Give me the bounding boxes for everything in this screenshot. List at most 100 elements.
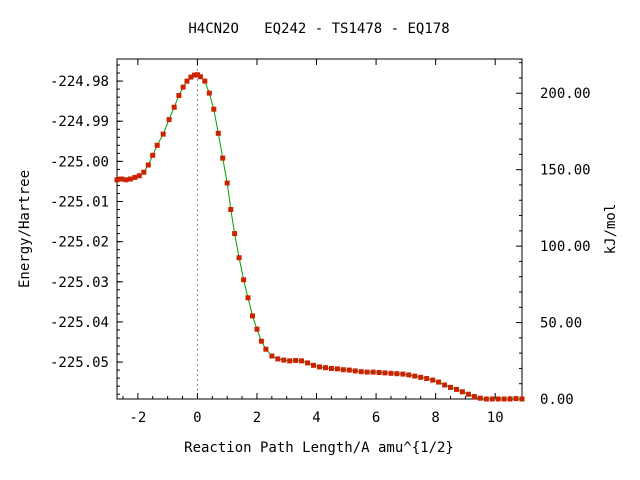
energy-curve: [116, 74, 523, 400]
data-point: [299, 358, 305, 364]
data-point: [154, 142, 160, 148]
data-point: [184, 78, 190, 84]
y2-tick-label: 0.00: [540, 392, 574, 408]
data-point: [123, 177, 129, 183]
data-point: [364, 369, 370, 375]
data-point: [188, 74, 194, 80]
data-point: [311, 362, 316, 368]
y2-tick-label: 200.00: [540, 86, 591, 102]
data-point: [448, 384, 453, 390]
data-point: [232, 231, 238, 237]
data-point: [412, 373, 418, 379]
data-point: [495, 396, 501, 402]
x-axis: -2 0 2 4 6 8 10: [122, 59, 511, 426]
data-point: [136, 173, 142, 179]
data-point: [436, 379, 442, 385]
data-point: [215, 130, 221, 136]
data-point: [507, 396, 513, 402]
data-point: [150, 152, 156, 158]
data-point: [180, 84, 186, 90]
data-point: [287, 358, 293, 364]
x-tick-label: -2: [129, 410, 146, 426]
data-point: [323, 365, 328, 371]
y-tick-label: -225.03: [50, 275, 109, 291]
data-point: [263, 346, 269, 352]
data-point: [483, 396, 489, 402]
data-point: [489, 396, 495, 402]
data-point: [254, 326, 260, 332]
data-point: [400, 371, 406, 377]
y-axis-left: -224.98 -224.99 -225.00 -225.01 -225.02 -225.…: [50, 64, 123, 395]
y2-tick-label: 150.00: [540, 163, 591, 179]
data-point: [346, 367, 352, 373]
data-point: [513, 396, 519, 402]
chart-title: H4CN2O EQ242 - TS1478 - EQ178: [188, 21, 449, 37]
y-axis-right: 200.00 150.00 100.00 50.00 0.00: [516, 62, 591, 408]
data-point: [145, 162, 151, 168]
data-point: [228, 207, 234, 212]
data-point: [127, 176, 133, 182]
data-point: [220, 155, 226, 161]
y-tick-label: -225.00: [50, 154, 109, 170]
data-point: [132, 174, 138, 180]
data-point: [465, 391, 471, 397]
data-point: [293, 358, 299, 363]
data-point: [250, 313, 255, 319]
data-point: [424, 376, 430, 381]
plot-frame: [116, 58, 523, 400]
y2-axis-label: kJ/mol: [603, 204, 619, 255]
data-point: [206, 90, 212, 96]
data-point: [406, 372, 412, 378]
data-point: [245, 295, 251, 301]
data-point: [358, 369, 364, 375]
data-point: [352, 368, 358, 374]
data-point: [418, 374, 424, 380]
y2-tick-label: 50.00: [540, 316, 582, 332]
data-point: [194, 72, 200, 78]
data-point: [370, 369, 376, 375]
y-tick-label: -224.98: [50, 74, 109, 90]
data-points: [114, 72, 525, 402]
data-point: [202, 78, 208, 84]
x-tick-label: 6: [372, 410, 380, 426]
data-point: [477, 395, 483, 401]
data-point: [191, 72, 197, 78]
data-point: [459, 389, 465, 395]
data-point: [241, 277, 247, 283]
data-point: [171, 104, 177, 110]
data-point: [269, 353, 275, 359]
data-point: [176, 93, 182, 98]
data-point: [442, 382, 448, 388]
data-point: [328, 366, 334, 371]
data-point: [382, 370, 388, 376]
y-tick-label: -225.02: [50, 235, 109, 251]
x-tick-label: 10: [487, 410, 504, 426]
x-axis-label: Reaction Path Length/A amu^{1/2}: [184, 440, 454, 456]
y-tick-label: -225.05: [50, 355, 109, 371]
data-point: [519, 396, 525, 402]
data-point: [317, 364, 322, 370]
data-point: [166, 117, 172, 123]
data-point: [119, 176, 124, 182]
data-point: [224, 180, 230, 186]
x-tick-label: 2: [253, 410, 261, 426]
y-axis-label: Energy/Hartree: [17, 170, 33, 288]
data-point: [281, 357, 287, 363]
data-point: [430, 377, 436, 383]
data-point: [334, 366, 340, 372]
data-point: [394, 371, 400, 377]
y-tick-label: -225.01: [50, 195, 109, 211]
data-point: [454, 386, 459, 392]
data-point: [340, 367, 346, 373]
y-tick-label: -224.99: [50, 114, 109, 130]
data-point: [114, 177, 120, 183]
data-point: [236, 255, 242, 261]
x-tick-label: 4: [312, 410, 320, 426]
y-tick-label: -225.04: [50, 315, 109, 331]
data-point: [388, 370, 394, 376]
data-point: [160, 131, 166, 137]
y2-tick-label: 100.00: [540, 239, 591, 255]
data-point: [141, 169, 147, 175]
x-tick-label: 0: [193, 410, 201, 426]
